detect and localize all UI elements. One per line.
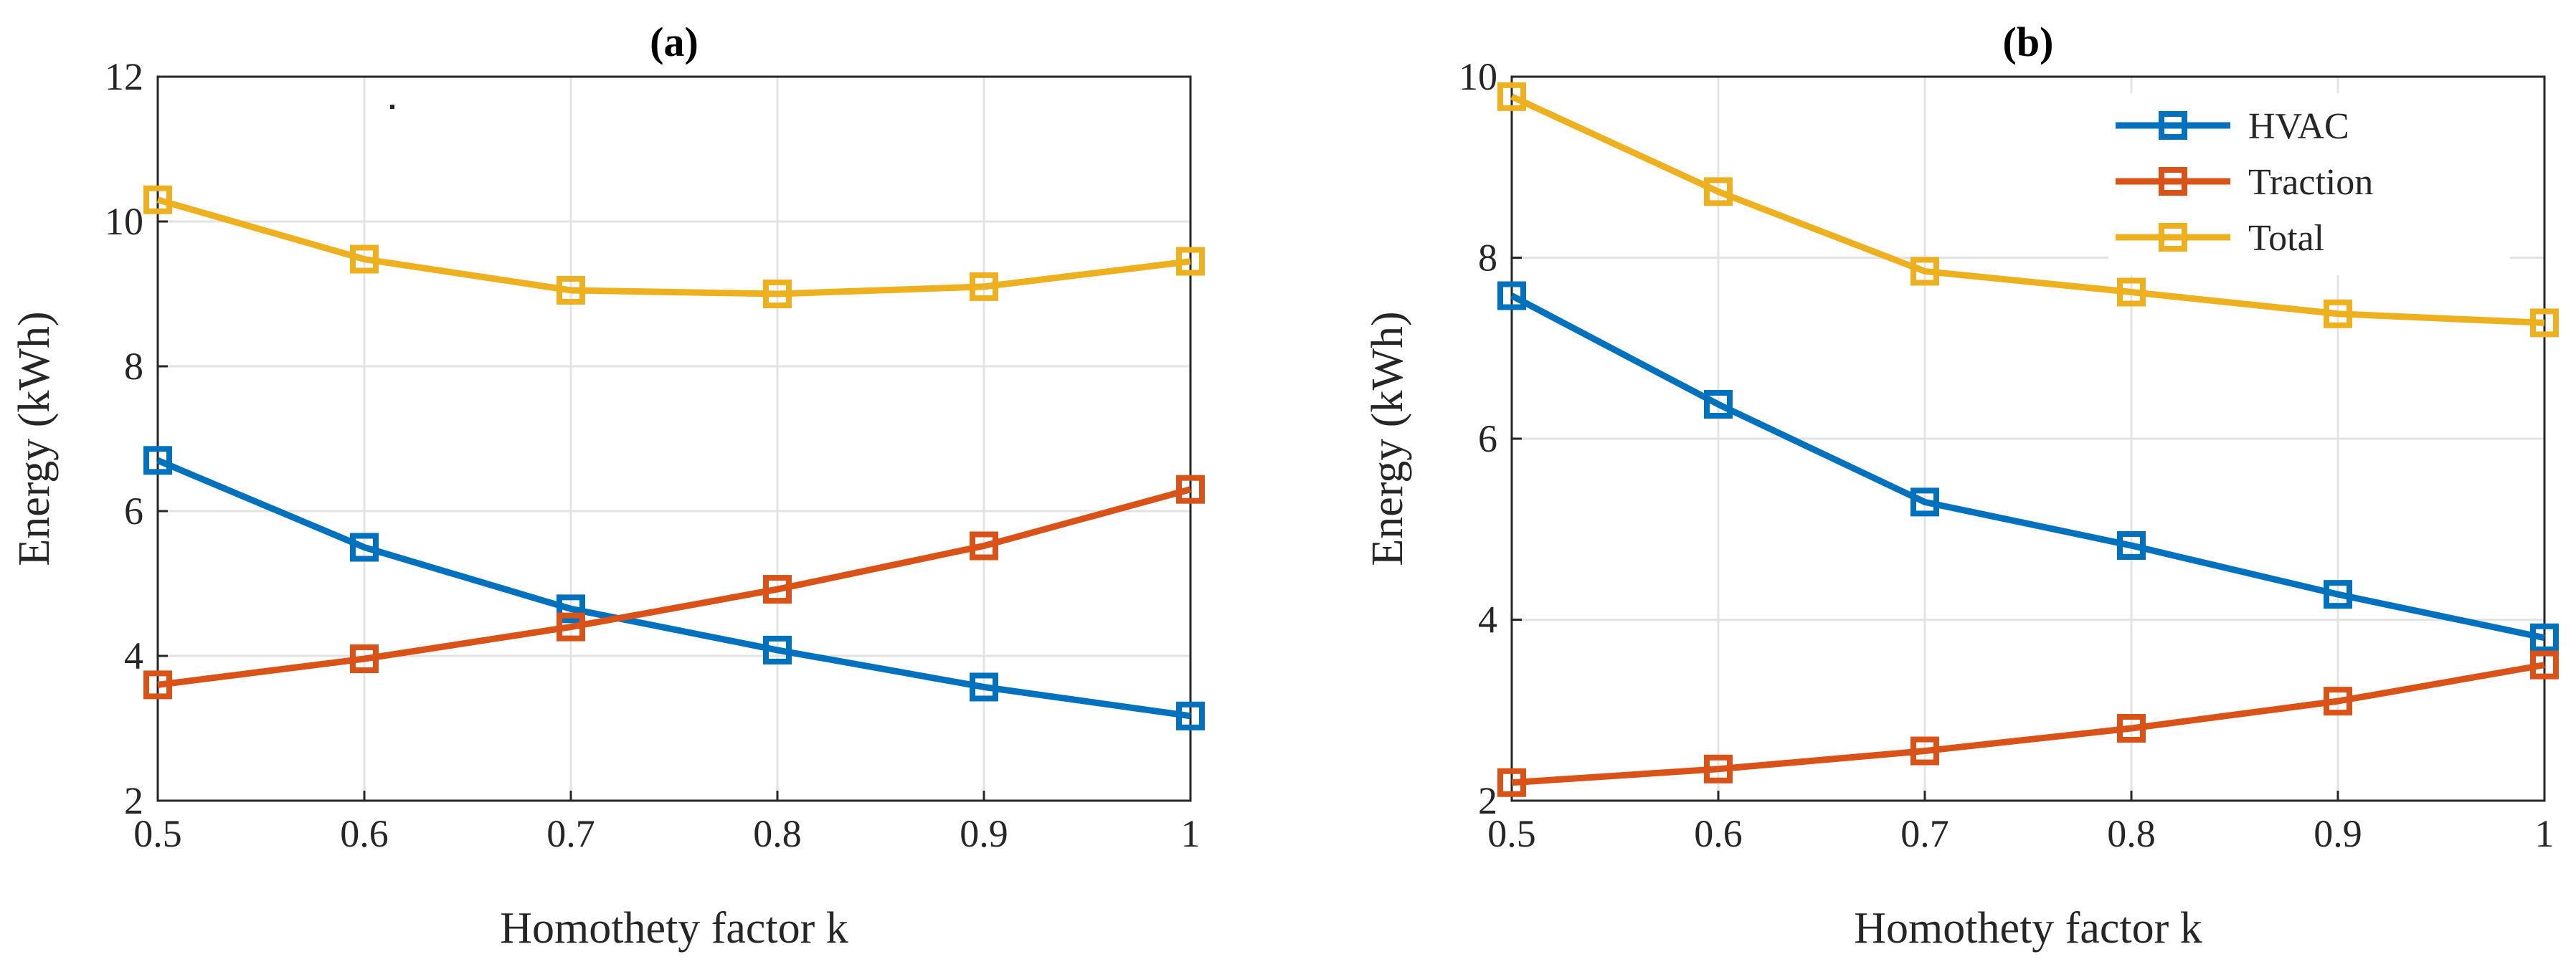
panel-a-total-marker [763,280,792,308]
panel-a-total-marker [970,272,998,301]
panel-b-legend-hvac-marker [2159,111,2187,140]
panel-b-legend: HVAC Traction Total [2108,93,2510,275]
panel-b-legend-traction-label: Traction [2248,162,2373,203]
panel-b-hvac-marker [1910,487,1939,517]
panel-a-ytick-label: 4 [124,634,143,677]
panel-b-total-marker [1910,257,1939,286]
panel-a-total-marker [350,244,379,274]
panel-b-hvac-marker [2324,580,2352,609]
panel-b-xtick-label: 0.5 [1487,812,1536,855]
panel-a-hvac-marker [1176,701,1205,730]
panel-a-total-marker [1176,247,1205,276]
panel-b-xtick-label: 1 [2535,812,2554,855]
panel-a-traction-marker [350,644,379,674]
panel-a-axes-box [156,75,1192,802]
panel-b-xtick-label: 0.6 [1694,812,1743,855]
panel-a-traction-marker [763,575,792,604]
panel-a-traction-marker [970,531,998,561]
panel-b-traction-marker [2530,650,2559,680]
panel-b-ytick-label: 8 [1478,237,1497,280]
panel-b-ytick-label: 4 [1478,599,1497,642]
panel-b-series [1497,82,2559,797]
panel-b-traction-line [1511,662,2545,786]
panel-a-xtick-label: 0.9 [960,812,1008,855]
panel-a-total-line [156,196,1191,297]
panel-a-hvac-line [156,457,1191,720]
panel-b-legend-hvac-label: HVAC [2248,106,2349,147]
panel-b-xtick-label: 0.7 [1900,812,1949,855]
panel-a-total-marker [143,185,172,214]
panel-a-xlabel: Homothety factor k [500,904,848,953]
panel-b-traction-marker [1910,736,1939,766]
panel-b-ticks: 0.5 0.6 0.7 0.8 0.9 1 2 4 6 8 10 [1459,55,2554,855]
panel-a-traction-line [157,486,1192,688]
panel-b-xtick-label: 0.9 [2314,812,2362,855]
panel-a-xtick-label: 0.8 [753,812,802,855]
panel-a-ylabel: Energy (kWh) [10,311,59,566]
panel-a-xtick-label: 0.6 [340,812,389,855]
panel-b-ytick-label: 2 [1478,779,1497,822]
panel-b-total-marker [2117,277,2146,307]
panel-b-legend-total-marker [2159,223,2187,252]
panel-a-traction-marker [1176,475,1205,504]
panel-b-total-marker [2324,299,2352,328]
panel-b-hvac-line [1510,292,2545,642]
panel-a-traction-marker [143,670,172,700]
panel-b-xlabel: Homothety factor k [1854,904,2202,953]
panel-b-traction-marker [2324,687,2352,716]
panel-a-title: (a) [650,19,699,65]
panel-a-xtick-label: 1 [1181,812,1201,855]
panel-b-total-marker [1497,82,1526,111]
panel-b-hvac-marker [1704,390,1733,419]
panel-a-hvac-marker [970,672,998,702]
panel-b-total-marker [2530,308,2559,338]
panel-a-stray-dot [390,105,394,109]
panel-b-chart: 0.5 0.6 0.7 0.8 0.9 1 2 4 6 8 10 (b) Homothety fac… [1363,19,2559,953]
panel-a-hvac-marker [557,594,585,624]
panel-b-traction-marker [1497,768,1526,797]
panel-b-legend-traction-marker [2159,167,2187,196]
panel-a-series [143,185,1205,730]
panel-b-ytick-label: 6 [1478,417,1497,460]
panel-b-ylabel: Energy (kWh) [1363,311,1412,566]
panel-a-ytick-label: 2 [124,779,143,822]
panel-b-title: (b) [2003,19,2054,65]
panel-a-ytick-label: 6 [124,490,143,533]
panel-a-total-marker [557,275,585,305]
panel-b-hvac-marker [2117,530,2146,560]
panel-a-ytick-label: 10 [105,200,143,243]
panel-a-grid [158,77,1190,801]
panel-b-xtick-label: 0.8 [2107,812,2156,855]
panel-a-ytick-label: 12 [105,55,143,98]
panel-a-hvac-marker [763,635,792,664]
panel-b-total-line [1510,93,2545,326]
panel-b-hvac-marker [2530,623,2559,652]
panel-a-hvac-marker [143,446,172,475]
panel-b-ytick-label: 10 [1459,55,1497,98]
panel-a-xtick-label: 0.7 [546,812,595,855]
panel-a-xtick-label: 0.5 [133,812,182,855]
panel-a-traction-marker [557,612,585,642]
panel-a-ytick-label: 8 [124,345,143,388]
panel-b-total-marker [1704,177,1733,206]
panel-b-hvac-marker [1497,281,1526,310]
panel-b-traction-marker [2117,714,2146,743]
panel-a-hvac-marker [350,533,379,562]
panel-b-legend-total-label: Total [2248,218,2324,259]
panel-b-traction-marker [1704,754,1733,783]
